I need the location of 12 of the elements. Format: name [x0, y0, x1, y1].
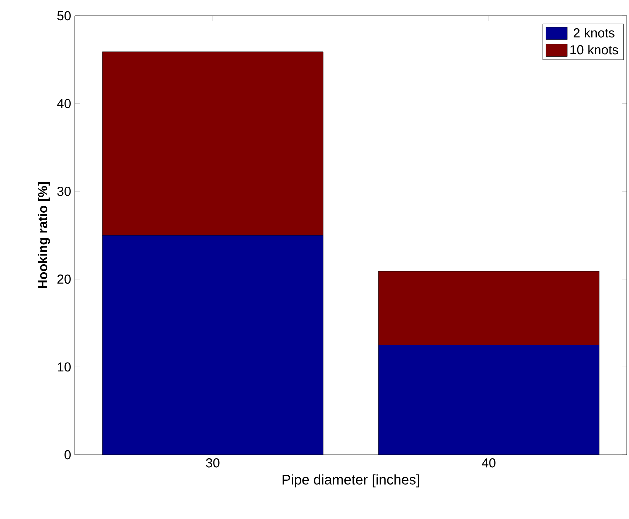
legend-label: 2 knots — [574, 28, 615, 38]
y-tick-label: 0 — [64, 450, 71, 460]
y-tick-label: 50 — [58, 11, 71, 21]
y-tick-label: 20 — [58, 274, 71, 284]
bar — [102, 235, 324, 455]
bar — [378, 345, 600, 455]
x-axis-title: Pipe diameter [inches] — [282, 474, 420, 488]
y-tick-label: 30 — [58, 186, 71, 196]
y-axis-title: Hooking ratio [%] — [38, 182, 50, 288]
y-tick-label: 10 — [58, 362, 71, 372]
y-tick-label: 40 — [57, 99, 71, 108]
legend-label: 10 knots — [570, 45, 618, 55]
